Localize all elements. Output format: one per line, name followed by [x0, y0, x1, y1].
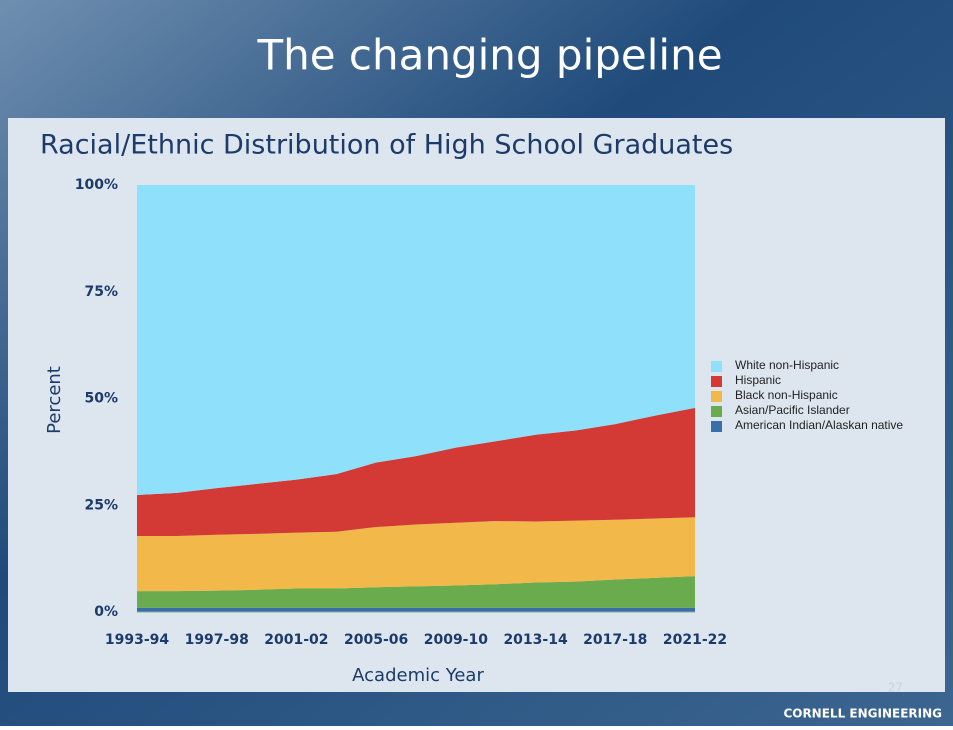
x-tick-label: 2017-18 — [583, 632, 647, 648]
legend-label: Asian/Pacific Islander — [735, 403, 850, 417]
area — [137, 517, 695, 592]
area — [137, 407, 695, 536]
y-tick-label: 50% — [84, 391, 118, 407]
x-tick-label: 2001-02 — [264, 632, 328, 648]
legend-label: Black non-Hispanic — [735, 388, 838, 402]
y-tick-label: 25% — [84, 497, 118, 513]
y-tick-label: 0% — [94, 604, 118, 620]
area — [137, 185, 695, 496]
x-tick-label: 1997-98 — [185, 632, 249, 648]
area — [137, 607, 695, 612]
legend-swatch — [711, 376, 722, 387]
x-tick-label: 2009-10 — [424, 632, 489, 648]
area — [137, 576, 695, 608]
legend-swatch — [711, 391, 722, 402]
x-tick-label: 1993-94 — [105, 632, 170, 648]
legend-label: American Indian/Alaskan native — [735, 418, 903, 432]
x-tick-label: 2005-06 — [344, 632, 408, 648]
legend-label: White non-Hispanic — [735, 358, 839, 372]
footer-brand: CORNELL ENGINEERING — [783, 707, 942, 721]
slide-title: The changing pipeline — [256, 31, 722, 80]
legend-swatch — [711, 406, 722, 417]
y-axis-label: Percent — [44, 366, 65, 434]
x-axis-label: Academic Year — [352, 665, 484, 686]
y-tick-label: 100% — [75, 177, 118, 193]
chart: 0% 25% 50% 75% 100% 1993-94 1997-98 2001-02 2005… — [75, 177, 904, 648]
x-tick-label: 2013-14 — [503, 632, 568, 648]
legend-label: Hispanic — [735, 373, 781, 387]
chart-title: Racial/Ethnic Distribution of High Schoo… — [40, 130, 733, 161]
page-number: 27 — [888, 681, 903, 695]
legend-swatch — [711, 361, 722, 372]
y-tick-label: 75% — [84, 284, 118, 300]
x-tick-label: 2021-22 — [663, 632, 727, 648]
legend-swatch — [711, 421, 722, 432]
